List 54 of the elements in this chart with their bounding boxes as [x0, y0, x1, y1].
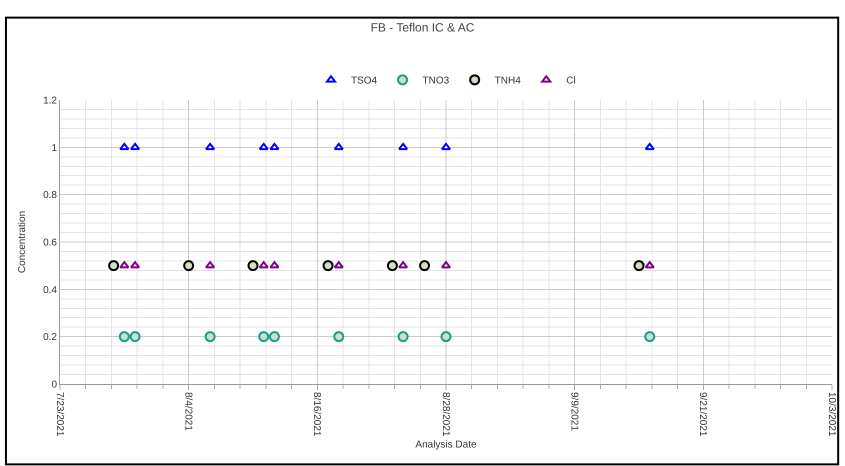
point: [333, 331, 344, 342]
point: [268, 331, 280, 342]
y-tick-label: 1.2: [43, 96, 58, 106]
y-tick-label: 1: [51, 142, 58, 154]
x-tick-label: 7/23/2021: [54, 392, 65, 437]
point: [334, 142, 344, 150]
point: [183, 260, 194, 272]
point: [644, 331, 656, 342]
point: [108, 260, 120, 272]
point: [119, 261, 130, 268]
x-tick-label: 8/28/2021: [440, 392, 451, 437]
point: [269, 261, 280, 268]
legend-label: TNH4: [494, 76, 522, 87]
point: [644, 261, 655, 268]
y-tick-label: 0: [51, 380, 58, 390]
point: [322, 260, 334, 272]
x-tick-label: 8/4/2021: [182, 392, 194, 432]
point: [205, 261, 216, 268]
point: [419, 260, 430, 272]
y-tick-label: 0.8: [43, 190, 58, 202]
chart-title: FB - Teflon IC & AC: [370, 20, 475, 35]
y-axis-title: Concentration: [17, 210, 28, 274]
point: [258, 331, 270, 342]
x-tick-label: 9/21/2021: [697, 392, 708, 437]
point: [634, 260, 644, 272]
point: [130, 331, 141, 342]
y-tick-label: 0.2: [43, 332, 58, 344]
point: [440, 142, 452, 150]
point: [398, 331, 409, 342]
point: [248, 260, 258, 272]
legend-label: TSO4: [351, 76, 378, 87]
x-axis-title: Analysis Date: [415, 439, 478, 450]
point: [258, 142, 269, 150]
point: [644, 142, 655, 150]
point: [118, 331, 130, 342]
point: [119, 142, 130, 150]
legend-label: TNO3: [422, 76, 450, 87]
point: [398, 261, 408, 268]
y-tick-label: 0.4: [43, 284, 58, 296]
point: [440, 331, 452, 342]
point: [130, 142, 140, 150]
x-tick-label: 8/16/2021: [311, 392, 322, 437]
y-tick-label: 0.6: [43, 238, 58, 248]
legend-label: Cl: [566, 76, 576, 87]
x-tick-label: 9/9/2021: [568, 392, 580, 432]
point: [204, 331, 216, 342]
point: [334, 261, 344, 268]
point: [258, 261, 269, 268]
point: [205, 142, 216, 150]
point: [130, 261, 140, 268]
point: [386, 260, 398, 272]
point: [398, 142, 408, 150]
x-tick-label: 10/3/2021: [826, 392, 837, 437]
point: [269, 142, 280, 150]
